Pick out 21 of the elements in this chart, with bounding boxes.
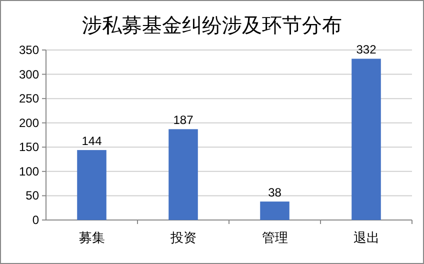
bar: [260, 202, 290, 220]
data-label: 144: [82, 134, 102, 148]
bar: [77, 150, 106, 220]
y-tick-label: 200: [18, 116, 40, 130]
x-tick-label: 退出: [353, 230, 380, 245]
data-label: 38: [268, 186, 282, 200]
y-tick-label: 300: [18, 67, 40, 82]
x-tick-label: 投资: [169, 230, 196, 245]
chart-title: 涉私募基金纠纷涉及环节分布: [82, 15, 342, 37]
y-tick-label: 100: [18, 164, 40, 178]
y-tick-label: 250: [18, 92, 40, 106]
bar: [352, 58, 381, 220]
data-label: 187: [173, 113, 194, 128]
x-tick-label: 募集: [78, 230, 105, 245]
y-tick-label: 0: [32, 213, 40, 227]
data-label: 332: [356, 42, 377, 57]
bar: [168, 129, 198, 220]
y-tick-label: 50: [26, 188, 40, 203]
y-tick-label: 350: [18, 43, 40, 57]
x-tick-label: 管理: [262, 230, 288, 245]
y-tick-label: 150: [18, 140, 40, 154]
